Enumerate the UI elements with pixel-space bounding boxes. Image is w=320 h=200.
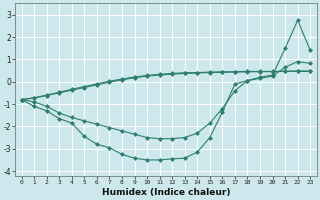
X-axis label: Humidex (Indice chaleur): Humidex (Indice chaleur): [102, 188, 230, 197]
